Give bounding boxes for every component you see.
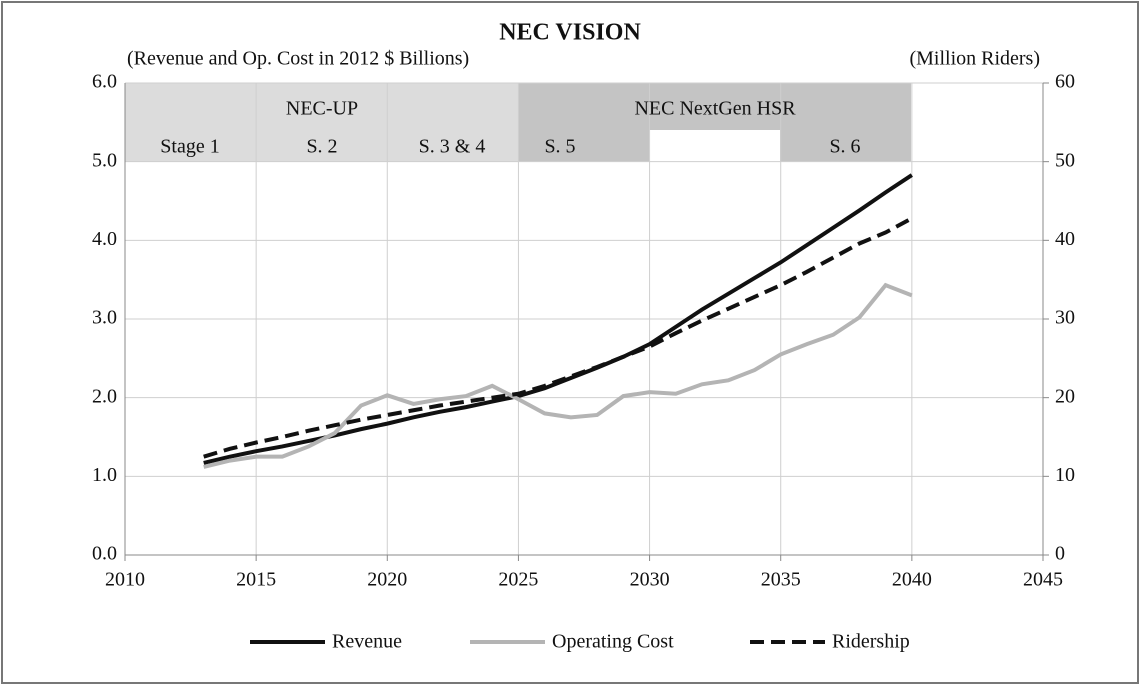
x-tick-label: 2035 (761, 569, 801, 591)
x-tick-label: 2015 (236, 569, 276, 591)
chart-title: NEC VISION (499, 20, 641, 46)
x-tick-label: 2020 (367, 569, 407, 591)
stage-boxes (125, 83, 911, 162)
stage-label: S. 5 (544, 136, 575, 158)
x-tick-label: 2010 (105, 569, 145, 591)
stage-label: S. 2 (306, 136, 337, 158)
y2-tick-label: 30 (1055, 307, 1075, 329)
y-tick-label: 6.0 (92, 71, 117, 93)
stage-label: S. 3 & 4 (419, 136, 486, 158)
stage-label: S. 6 (829, 136, 860, 158)
stage-label: NEC-UP (286, 98, 358, 120)
y-tick-label: 4.0 (92, 228, 117, 250)
y-tick-label: 3.0 (92, 307, 117, 329)
series-line (203, 216, 913, 459)
stage-gap (649, 130, 780, 162)
y2-tick-label: 10 (1055, 464, 1075, 486)
legend-label: Revenue (332, 631, 402, 653)
x-tick-label: 2040 (892, 569, 932, 591)
y2-tick-label: 0 (1055, 543, 1065, 565)
legend-label: Operating Cost (552, 631, 674, 653)
y2-tick-label: 60 (1055, 71, 1075, 93)
y-tick-label: 0.0 (92, 543, 117, 565)
y-tick-label: 1.0 (92, 464, 117, 486)
x-tick-label: 2030 (630, 569, 670, 591)
y2-tick-label: 40 (1055, 228, 1075, 250)
stage-label: NEC NextGen HSR (634, 98, 796, 120)
y-tick-label: 5.0 (92, 149, 117, 171)
x-tick-label: 2045 (1023, 569, 1063, 591)
series-line (203, 282, 913, 469)
stage-box (125, 83, 518, 162)
stage-label: Stage 1 (160, 136, 219, 158)
y-tick-label: 2.0 (92, 385, 117, 407)
legend-label: Ridership (832, 631, 910, 653)
y2-axis-label: (Million Riders) (909, 48, 1040, 70)
y-axis-label: (Revenue and Op. Cost in 2012 $ Billions… (127, 48, 469, 70)
y2-tick-label: 20 (1055, 385, 1075, 407)
x-tick-label: 2025 (498, 569, 538, 591)
y2-tick-label: 50 (1055, 149, 1075, 171)
